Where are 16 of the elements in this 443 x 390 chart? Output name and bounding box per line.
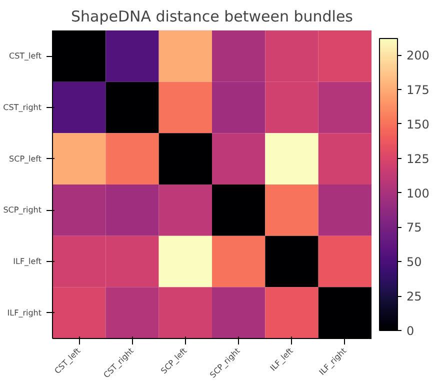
color-bar-label: 25	[406, 290, 422, 304]
color-bar-label: 125	[406, 152, 430, 166]
chart-title: ShapeDNA distance between bundles	[71, 8, 354, 26]
color-bar-label: 175	[406, 82, 430, 97]
color-bar-label: 50	[406, 255, 422, 270]
color-bar-label: 100	[406, 186, 430, 200]
y-tick-label: SCP_left	[9, 154, 42, 164]
color-bar-label: 150	[406, 117, 430, 132]
y-tick-label: CST_left	[8, 52, 42, 61]
y-tick-label: ILF_right	[7, 308, 42, 318]
y-tick-label: CST_right	[3, 103, 42, 112]
color-bar-label: 200	[406, 48, 430, 63]
y-tick-label: ILF_left	[13, 257, 42, 266]
color-bar-label: 0	[406, 324, 414, 338]
y-tick-label: SCP_right	[3, 206, 42, 215]
color-bar-label: 75	[406, 220, 422, 235]
